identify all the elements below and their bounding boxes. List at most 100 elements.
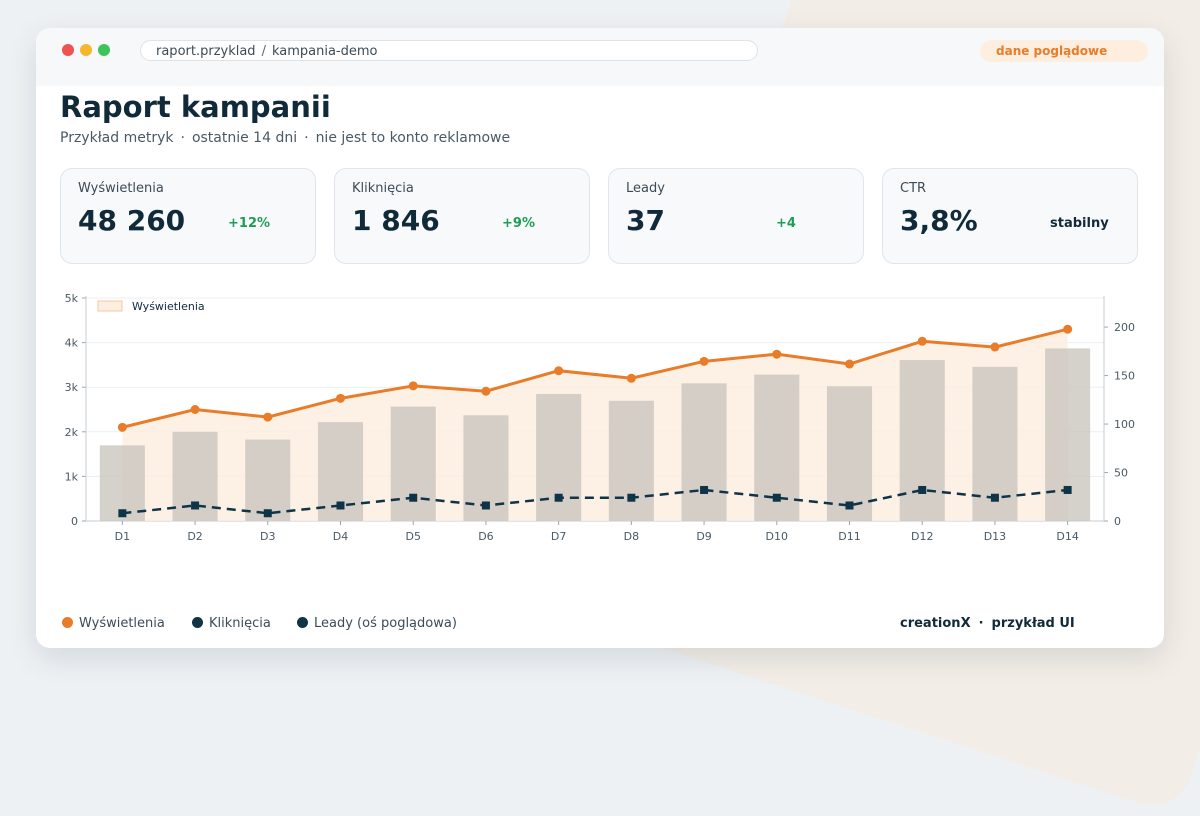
bar [681,383,727,521]
dashed-line-marker [990,493,999,502]
x-axis-tick-label: D3 [260,530,275,543]
impressions-point [117,422,127,432]
legend-dot-leads [297,617,308,628]
kpi-value: 1 846 [352,204,440,237]
dashed-line [122,488,1068,515]
subtitle-part: nie jest to konto reklamowe [315,130,511,146]
dashed-line-marker [336,501,345,510]
legend-item-clicks: Kliknięcia [192,616,271,631]
right-axis-tick-label: 0 [1114,515,1121,528]
kpi-card-ctr: CTR 3,8% stabilny [882,168,1138,264]
legend-label: Leady (oś poglądowa) [314,616,457,631]
footer-text: przykład UI [991,616,1075,631]
address-bar[interactable]: raport.przyklad / kampania-demo [140,40,758,61]
x-axis-tick-label: D8 [624,530,639,543]
x-axis-tick-label: D14 [1056,530,1078,543]
footer-brand: creationX · przykład UI [900,616,1075,631]
impressions-point [1063,324,1073,334]
legend-dot-clicks [192,617,203,628]
kpi-label: CTR [900,181,927,196]
bar [99,445,145,521]
bar [899,360,945,521]
x-axis-tick-label: D5 [405,530,420,543]
left-axis-tick-label: 5k [65,292,79,305]
kpi-card-impressions: Wyświetlenia 48 260 +12% [60,168,316,264]
impressions-point [408,381,418,391]
dashed-line-marker [118,509,127,518]
kpi-label: Kliknięcia [352,181,414,196]
page-subtitle: Przykład metryk · ostatnie 14 dni · nie jest… [60,130,510,146]
impressions-line [121,327,1068,429]
minimize-window-dot[interactable] [80,44,92,56]
left-axis-tick-label: 4k [65,337,79,350]
impressions-point [626,373,636,383]
inner-legend-swatch [97,300,123,312]
footer-separator: · [978,616,984,631]
dashed-line-marker [1063,485,1072,494]
impressions-point [845,359,854,369]
x-axis-tick-label: D10 [766,530,788,543]
impressions-point [554,366,564,376]
impressions-point [772,349,782,359]
dashed-line-marker [191,501,200,510]
kpi-delta: +9% [502,216,535,231]
dashed-line-marker [481,501,490,510]
dashed-line-marker [554,493,563,502]
maximize-window-dot[interactable] [98,44,110,56]
subtitle-part: Przykład metryk [60,130,174,146]
browser-window: raport.przyklad / kampania-demo dane poglą… [36,28,1164,648]
brand-name: creationX [900,616,971,631]
kpi-value: 37 [626,204,665,237]
kpi-delta: stabilny [1050,216,1109,231]
kpi-delta: +4 [776,216,796,231]
bar [608,400,654,521]
x-axis-tick-label: D6 [478,530,493,543]
kpi-label: Wyświetlenia [78,181,164,196]
legend-label: Wyświetlenia [79,616,165,631]
dashed-line-marker [409,493,418,502]
bar [536,393,582,521]
subtitle-part: ostatnie 14 dni [191,130,298,146]
browser-titlebar: raport.przyklad / kampania-demo dane poglą… [36,28,1164,86]
demo-data-badge: dane poglądowe [980,40,1148,62]
kpi-value: 48 260 [78,204,186,237]
kpi-card-leads: Leady 37 +4 [608,168,864,264]
left-axis-tick-label: 0 [71,515,78,528]
impressions-point [263,412,273,422]
dashed-line-marker [263,509,272,518]
impressions-point [481,386,491,396]
right-axis-tick-label: 50 [1114,467,1128,480]
impressions-point [699,356,709,366]
subtitle-separator: · [180,130,185,146]
impressions-point [336,393,345,403]
legend-label: Kliknięcia [209,616,271,631]
url-host: raport.przyklad [156,44,256,59]
dashed-line-marker [700,485,709,494]
bar [826,386,873,521]
kpi-card-clicks: Kliknięcia 1 846 +9% [334,168,590,264]
right-axis-tick-label: 200 [1114,321,1135,334]
legend-item-leads: Leady (oś poglądowa) [297,616,457,631]
x-axis-tick-label: D13 [984,530,1006,543]
impressions-point [990,342,1000,352]
impressions-point [190,405,200,414]
url-path: kampania-demo [271,44,378,59]
left-axis-tick-label: 1k [65,470,79,483]
dashed-line-marker [845,501,854,510]
legend-dot-impressions [62,617,73,628]
right-axis-tick-label: 150 [1114,370,1135,383]
dashed-line-marker [772,493,781,502]
impressions-point [917,336,927,346]
x-axis-tick-label: D11 [838,530,860,543]
legend-item-impressions: Wyświetlenia [62,616,165,631]
dashed-line-marker [918,485,927,494]
bar [245,439,291,521]
bar [1045,348,1091,521]
x-axis-tick-label: D12 [911,530,933,543]
x-axis-tick-label: D7 [551,530,566,543]
close-window-dot[interactable] [62,44,74,56]
x-axis-tick-label: D9 [696,530,711,543]
kpi-value: 3,8% [900,204,978,237]
campaign-chart: 0 1k 2k 3k 4k 5k 0 50 100 150 200 D1 D2 D3 D4 D5 D6 D7 D8 D… [65,292,1135,543]
kpi-label: Leady [626,181,665,196]
